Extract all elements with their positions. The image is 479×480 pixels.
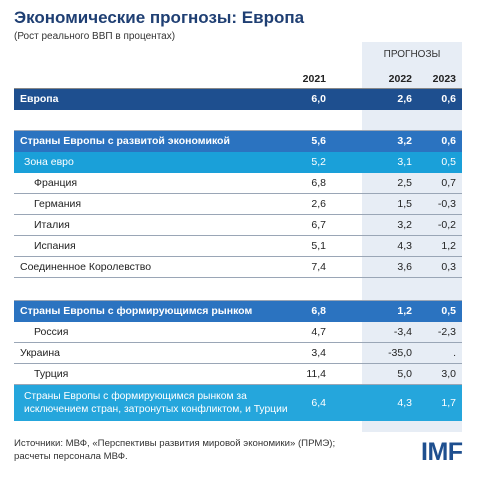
source-note: Источники: МВФ, «Перспективы развития ми… — [14, 438, 336, 462]
value-2023: . — [453, 347, 456, 359]
row-label: Турция — [34, 368, 69, 380]
row-label: Италия — [34, 219, 70, 231]
value-2021: 6,8 — [311, 177, 326, 189]
row-label-line-2: исключением стран, затронутых конфликтом… — [24, 403, 288, 415]
value-2022: 4,3 — [397, 240, 412, 252]
value-2021: 2,6 — [311, 198, 326, 210]
value-2023: 0,5 — [441, 156, 456, 168]
value-2022: 2,6 — [397, 93, 412, 105]
value-2021: 6,4 — [311, 396, 326, 409]
value-2023: 0,6 — [441, 135, 456, 147]
value-2022: 5,0 — [397, 368, 412, 380]
value-2022: 3,1 — [397, 156, 412, 168]
value-2021: 4,7 — [311, 326, 326, 338]
value-2023: 1,7 — [441, 396, 456, 409]
table-row-germany: Германия 2,6 1,5 -0,3 — [14, 194, 462, 215]
row-label: Россия — [34, 326, 69, 338]
value-2023: 0,3 — [441, 261, 456, 273]
value-2022: 3,2 — [397, 219, 412, 231]
value-2022: 2,5 — [397, 177, 412, 189]
column-header-2023: 2023 — [432, 73, 456, 85]
value-2023: 3,0 — [441, 368, 456, 380]
table-row-spain: Испания 5,1 4,3 1,2 — [14, 236, 462, 257]
value-2023: -2,3 — [437, 326, 456, 338]
imf-logo: IMF — [421, 438, 463, 466]
row-label: Соединенное Королевство — [20, 261, 152, 273]
value-2022: 1,5 — [397, 198, 412, 210]
row-label: Страны Европы с формирующимся рынком — [20, 305, 253, 317]
row-label: Страны Европы с формирующимся рынком за … — [24, 385, 324, 420]
table-row-europe: Европа 6,0 2,6 0,6 — [14, 89, 462, 110]
row-label: Европа — [20, 93, 59, 105]
value-2021: 5,2 — [311, 156, 326, 168]
table-row-italy: Италия 6,7 3,2 -0,2 — [14, 215, 462, 236]
row-label: Украина — [20, 347, 60, 359]
value-2022: 1,2 — [397, 305, 412, 317]
value-2022: -35,0 — [388, 347, 412, 359]
value-2021: 6,0 — [311, 93, 326, 105]
table-row-emerging-excl: Страны Европы с формирующимся рынком за … — [14, 385, 462, 421]
page-subtitle: (Рост реального ВВП в процентах) — [14, 31, 176, 42]
page-title: Экономические прогнозы: Европа — [14, 8, 305, 27]
value-2021: 6,8 — [311, 305, 326, 317]
value-2023: -0,2 — [437, 219, 456, 231]
value-2022: 3,6 — [397, 261, 412, 273]
value-2021: 7,4 — [311, 261, 326, 273]
value-2021: 3,4 — [311, 347, 326, 359]
table-header: 2021 2022 2023 — [14, 70, 462, 89]
value-2021: 6,7 — [311, 219, 326, 231]
row-label: Зона евро — [24, 156, 74, 168]
table-row-ukraine: Украина 3,4 -35,0 . — [14, 343, 462, 364]
value-2021: 11,4 — [306, 368, 326, 380]
forecast-label: ПРОГНОЗЫ — [383, 49, 441, 60]
row-spacer — [14, 278, 462, 301]
row-label-line-1: Страны Европы с формирующимся рынком за — [24, 390, 247, 402]
column-header-2021: 2021 — [302, 73, 326, 85]
value-2023: -0,3 — [437, 198, 456, 210]
table-row-advanced-europe: Страны Европы с развитой экономикой 5,6 … — [14, 131, 462, 152]
row-label: Германия — [34, 198, 82, 210]
value-2022: 4,3 — [397, 396, 412, 409]
table-row-emerging-europe: Страны Европы с формирующимся рынком 6,8… — [14, 301, 462, 322]
value-2023: 0,6 — [441, 93, 456, 105]
value-2023: 1,2 — [441, 240, 456, 252]
row-spacer — [14, 110, 462, 131]
value-2023: 0,7 — [441, 177, 456, 189]
table-row-euro-area: Зона евро 5,2 3,1 0,5 — [14, 152, 462, 173]
table-row-turkey: Турция 11,4 5,0 3,0 — [14, 364, 462, 385]
forecast-table: Европа 6,0 2,6 0,6 Страны Европы с разви… — [14, 89, 462, 421]
value-2022: 3,2 — [397, 135, 412, 147]
value-2021: 5,1 — [311, 240, 326, 252]
row-label: Страны Европы с развитой экономикой — [20, 135, 230, 147]
column-header-2022: 2022 — [388, 73, 412, 85]
value-2023: 0,5 — [441, 305, 456, 317]
table-row-russia: Россия 4,7 -3,4 -2,3 — [14, 322, 462, 343]
row-label: Франция — [34, 177, 78, 189]
value-2021: 5,6 — [311, 135, 326, 147]
value-2022: -3,4 — [393, 326, 412, 338]
row-label: Испания — [34, 240, 76, 252]
table-row-united-kingdom: Соединенное Королевство 7,4 3,6 0,3 — [14, 257, 462, 278]
table-row-france: Франция 6,8 2,5 0,7 — [14, 173, 462, 194]
